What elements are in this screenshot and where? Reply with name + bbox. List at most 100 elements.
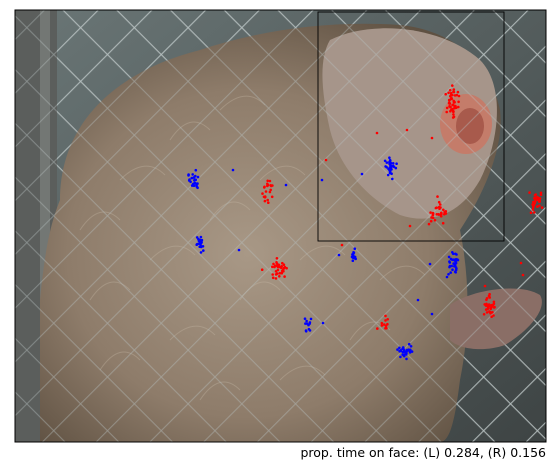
right-gaze-point [384,165,387,168]
left-gaze-point [386,318,390,321]
left-gaze-point [456,90,460,94]
left-gaze-point [487,294,491,298]
left-gaze-point [519,261,523,265]
right-gaze-point [451,268,454,272]
right-gaze-point [353,257,357,260]
left-gaze-point [266,179,270,183]
left-gaze-point [452,99,456,103]
left-gaze-point [532,211,536,214]
right-gaze-point [399,355,402,359]
right-gaze-point [456,258,459,261]
left-gaze-point [275,261,278,264]
right-gaze-point [454,266,458,269]
right-gaze-point [337,253,341,257]
left-gaze-point [441,221,445,225]
right-gaze-point [416,298,420,302]
left-gaze-point [427,222,431,226]
left-gaze-point [405,128,409,132]
left-gaze-point [430,216,433,219]
right-gaze-point [454,252,457,256]
left-gaze-point [433,218,437,222]
left-gaze-point [538,200,541,203]
left-gaze-point [273,265,276,269]
right-gaze-point [307,327,311,331]
right-gaze-point [399,349,402,352]
left-gaze-point [384,314,387,318]
left-gaze-point [281,261,284,265]
right-gaze-point [200,240,203,244]
right-gaze-point [304,330,308,333]
left-gaze-point [521,273,525,277]
left-gaze-point [451,103,454,107]
right-gaze-point [284,183,288,187]
left-gaze-point [445,106,449,110]
left-gaze-point [449,109,452,113]
left-gaze-point [439,215,443,218]
left-gaze-point [267,201,270,204]
right-gaze-point [187,173,190,176]
left-gaze-point [487,306,490,310]
left-gaze-point [271,265,274,269]
right-gaze-point [391,177,394,181]
right-gaze-point [407,349,411,352]
left-gaze-point [278,275,281,278]
left-gaze-point [483,284,487,288]
left-gaze-point [436,195,439,198]
left-gaze-point [447,91,450,95]
right-gaze-point [402,347,405,350]
monkey-photo [15,10,546,442]
left-gaze-point [264,190,268,193]
right-gaze-point [388,156,391,159]
left-gaze-point [457,100,460,104]
left-gaze-point [275,264,279,268]
left-gaze-point [485,298,488,302]
left-gaze-point [448,105,451,108]
left-gaze-point [285,266,288,270]
left-gaze-point [491,303,495,307]
right-gaze-point [196,175,200,179]
right-gaze-point [447,255,451,259]
left-gaze-point [274,270,278,273]
left-gaze-point [447,101,451,105]
right-gaze-point [395,162,398,165]
left-gaze-point [533,193,537,197]
left-gaze-point [457,105,460,109]
left-gaze-point [382,323,386,326]
right-gaze-point [449,271,453,274]
right-gaze-point [386,173,390,177]
left-gaze-point [263,186,266,189]
right-gaze-point [383,159,387,163]
left-gaze-point [492,300,496,304]
right-gaze-point [401,350,405,354]
plot-frame [14,9,547,443]
left-gaze-point [434,206,438,210]
left-gaze-point [487,303,491,306]
face-box [317,11,505,242]
right-gaze-point [403,353,407,356]
right-gaze-point [199,244,203,248]
right-gaze-point [200,238,204,242]
right-gaze-point [305,322,309,325]
right-gaze-point [396,348,399,351]
right-gaze-point [407,342,411,346]
left-gaze-point [431,211,435,215]
left-gaze-point [485,302,488,306]
left-gaze-point [492,306,496,309]
left-gaze-point [408,224,412,228]
left-gaze-point [443,210,446,214]
right-gaze-point [447,273,450,276]
left-gaze-point [450,97,453,101]
left-gaze-point [536,205,539,208]
left-gaze-point [266,184,269,188]
right-gaze-point [196,186,199,190]
right-gaze-point [199,235,203,239]
left-gaze-point [376,327,379,330]
right-gaze-point [320,178,324,182]
left-gaze-point [384,327,387,330]
left-gaze-point [529,211,533,214]
right-gaze-point [403,350,407,354]
left-gaze-point [528,191,531,194]
left-gaze-point [482,313,486,316]
left-gaze-point [429,211,432,214]
